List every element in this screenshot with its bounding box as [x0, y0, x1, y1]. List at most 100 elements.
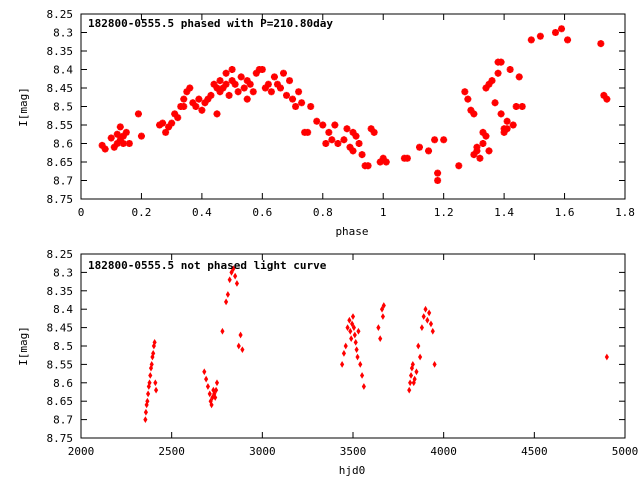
phased-data-point [165, 123, 173, 131]
phased-data-point [107, 134, 115, 142]
phased-data-point [228, 77, 236, 85]
phased-data-point [270, 73, 278, 81]
phased-y-tick-label: 8.75 [47, 193, 74, 206]
phased-y-tick-label: 8.3 [53, 27, 73, 40]
phased-y-axis-ticks: 8.25 8.3 8.35 8.4 8.45 8.5 8.55 8.6 8.65 8.7 8.75 [47, 8, 625, 206]
unphased-data-point [354, 346, 359, 354]
unphased-data-point [227, 276, 232, 284]
phased-data-point [216, 77, 224, 85]
phased-data-point [343, 125, 351, 133]
phased-y-tick-label: 8.5 [53, 101, 73, 114]
phased-x-tick-label: 1.4 [494, 206, 514, 219]
unphased-data-point [348, 327, 353, 335]
phased-data-point [340, 136, 348, 144]
unphased-data-point [144, 401, 149, 409]
phased-data-point [482, 84, 490, 92]
phased-data-point [479, 128, 487, 136]
unphased-data-point [408, 372, 414, 379]
phased-data-point [506, 66, 514, 73]
unphased-data-point [381, 302, 386, 309]
phased-data-point [600, 91, 608, 99]
phased-data-point [319, 121, 327, 129]
phased-data-point [198, 106, 206, 114]
unphased-data-point [154, 386, 159, 394]
phased-x-tick-label: 0 [78, 206, 85, 219]
phased-data-point [352, 132, 360, 140]
phased-data-point [307, 103, 315, 110]
phased-data-point [213, 84, 221, 92]
phased-data-point [122, 128, 130, 136]
phased-y-tick-label: 8.4 [53, 64, 73, 77]
phased-x-tick-label: 0.6 [252, 206, 272, 219]
phased-data-point [295, 88, 303, 96]
unphased-data-point [412, 375, 417, 383]
phased-data-point [509, 121, 517, 129]
phased-y-tick-label: 8.25 [47, 8, 74, 21]
phased-data-point [195, 95, 203, 103]
phased-x-axis-label: phase [335, 225, 368, 238]
phased-data-point [279, 69, 287, 77]
unphased-data-point [340, 361, 345, 368]
unphased-data-point [209, 401, 214, 409]
phased-data-point [273, 80, 281, 88]
unphased-data-point [376, 324, 381, 331]
phased-data-point [213, 110, 221, 118]
phased-x-tick-label: 1.2 [434, 206, 454, 219]
phased-data-point [331, 121, 339, 129]
phased-data-point [376, 158, 384, 166]
phased-data-point [119, 140, 127, 147]
phased-data-point [603, 95, 611, 103]
phased-data-point [110, 143, 118, 151]
phased-y-tick-label: 8.6 [53, 138, 73, 151]
phased-data-point [204, 95, 212, 103]
phased-data-point [325, 128, 333, 136]
phased-x-tick-label: 1.6 [555, 206, 575, 219]
unphased-data-point [353, 338, 358, 346]
unphased-data-point [407, 386, 412, 394]
unphased-data-point [351, 324, 356, 331]
unphased-data-point [210, 394, 215, 401]
phased-data-point [564, 36, 572, 44]
phased-data-point [258, 66, 266, 73]
phased-data-point [512, 103, 520, 110]
unphased-y-tick-label: 8.5 [53, 340, 73, 353]
phased-data-point [159, 119, 167, 127]
unphased-light-curve-panel: 8.258.38.358.48.458.58.558.68.658.78.75 … [17, 248, 638, 477]
unphased-data-point [361, 383, 366, 390]
phased-data-point [488, 77, 496, 85]
phased-data-point [101, 145, 109, 153]
phased-light-curve-panel: 8.258.38.358.48.458.58.558.68.658.78.75 … [17, 8, 635, 238]
unphased-data-point [430, 327, 435, 335]
unphased-y-tick-label: 8.6 [53, 377, 73, 390]
phased-data-point [328, 136, 336, 144]
phased-data-point [249, 88, 257, 96]
unphased-data-point [380, 313, 385, 320]
phased-data-point [382, 158, 390, 166]
phased-data-point [137, 132, 145, 140]
phased-data-point [334, 140, 342, 147]
phased-x-axis-ticks: 0 0.2 0.4 0.6 0.8 1 1.2 1.4 1.6 1.8 [78, 14, 635, 219]
unphased-data-point [423, 305, 428, 313]
unphased-data-point [350, 313, 356, 320]
phased-data-points [98, 25, 611, 184]
phased-data-point [252, 69, 260, 77]
unphased-data-point [234, 280, 240, 287]
phased-data-point [476, 154, 484, 162]
phased-data-point [494, 69, 502, 77]
unphased-data-point [205, 383, 211, 390]
unphased-data-point [148, 372, 153, 379]
unphased-data-point [143, 408, 148, 416]
unphased-y-tick-label: 8.75 [47, 432, 74, 445]
phased-plot-frame [80, 13, 626, 200]
unphased-x-tick-label: 5000 [612, 445, 639, 458]
phased-data-point [518, 103, 526, 110]
unphased-data-point [414, 368, 419, 376]
phased-y-tick-label: 8.35 [47, 45, 74, 58]
phased-data-point [431, 136, 439, 144]
phased-x-tick-label: 0.2 [132, 206, 152, 219]
phased-chart-title: 182800-0555.5 phased with P=210.80day [88, 17, 333, 30]
phased-data-point [364, 162, 372, 170]
phased-data-point [473, 143, 481, 151]
phased-data-point [461, 88, 469, 96]
